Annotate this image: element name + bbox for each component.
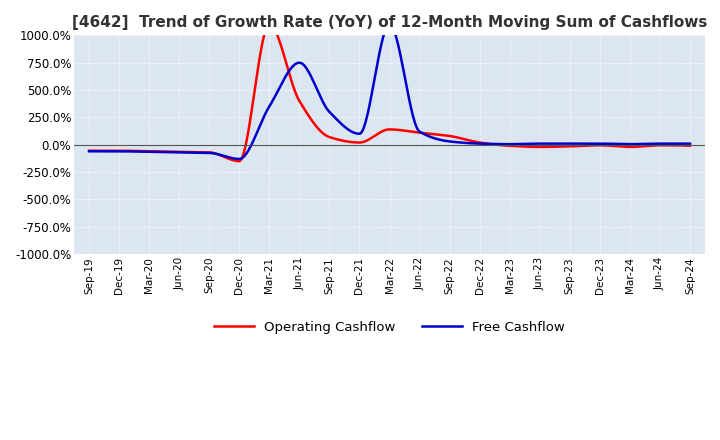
Line: Free Cashflow: Free Cashflow — [89, 25, 690, 159]
Operating Cashflow — [539, 144, 548, 150]
Free Cashflow — [488, 141, 497, 147]
Operating Cashflow — [85, 148, 94, 154]
Free Cashflow — [386, 22, 395, 27]
Free Cashflow — [85, 149, 94, 154]
Free Cashflow — [235, 156, 244, 161]
Free Cashflow — [240, 153, 249, 158]
Operating Cashflow — [685, 143, 694, 148]
Free Cashflow — [191, 150, 199, 155]
Operating Cashflow — [240, 147, 249, 153]
Free Cashflow — [539, 141, 548, 146]
Free Cashflow — [358, 129, 366, 134]
Line: Operating Cashflow: Operating Cashflow — [89, 24, 690, 161]
Operating Cashflow — [488, 142, 497, 147]
Operating Cashflow — [234, 158, 243, 164]
Title: [4642]  Trend of Growth Rate (YoY) of 12-Month Moving Sum of Cashflows: [4642] Trend of Growth Rate (YoY) of 12-… — [72, 15, 707, 30]
Free Cashflow — [685, 141, 694, 146]
Operating Cashflow — [265, 22, 274, 27]
Legend: Operating Cashflow, Free Cashflow: Operating Cashflow, Free Cashflow — [209, 316, 570, 339]
Operating Cashflow — [359, 139, 367, 145]
Operating Cashflow — [441, 133, 449, 138]
Operating Cashflow — [191, 150, 199, 155]
Free Cashflow — [441, 138, 449, 143]
